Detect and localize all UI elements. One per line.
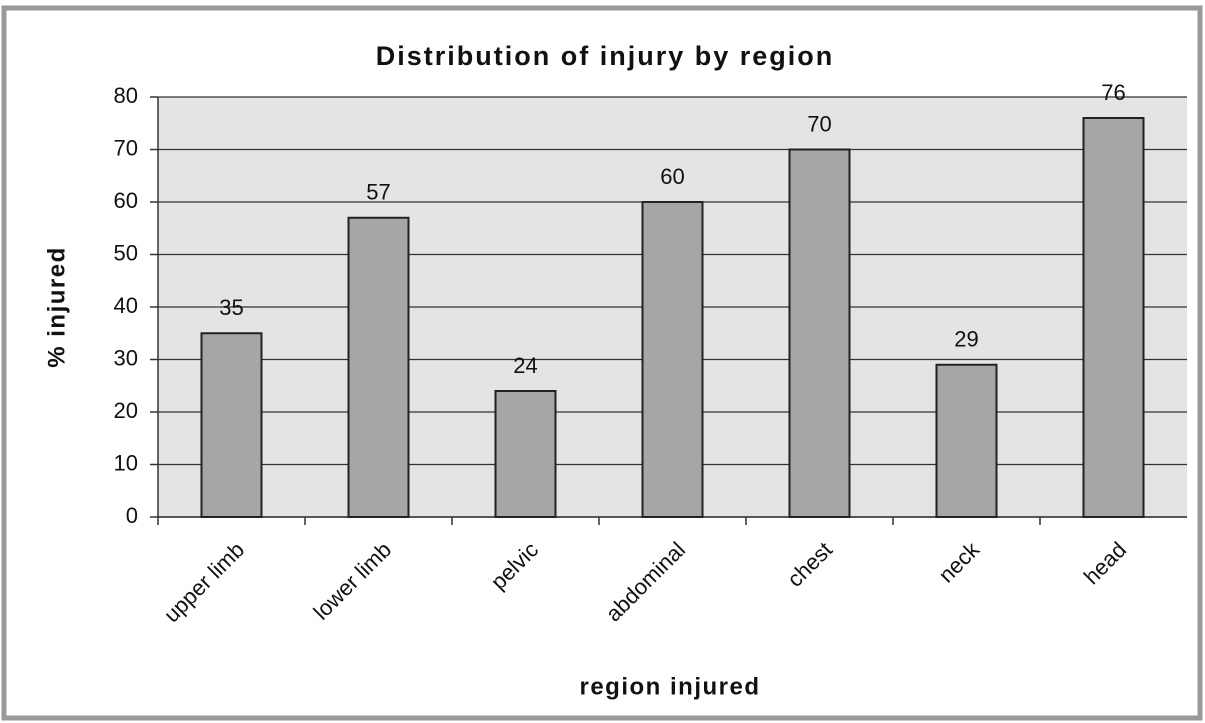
data-label: 29 [954,327,978,352]
y-tick-label: 30 [114,345,138,370]
bar [1082,117,1145,518]
data-label: 57 [366,180,390,205]
data-label: 76 [1101,80,1125,105]
y-tick-label: 60 [114,188,138,213]
chart-title: Distribution of injury by region [376,41,835,71]
y-tick-label: 40 [114,293,138,318]
x-axis-label: region injured [579,673,760,700]
bar [788,148,851,518]
y-tick-label: 10 [114,450,138,475]
y-tick-label: 0 [126,503,138,528]
y-tick-label: 20 [114,398,138,423]
bar [200,332,263,518]
data-label: 70 [807,111,831,136]
y-tick-label: 70 [114,135,138,160]
bar [935,363,998,518]
y-axis-label: % injured [43,246,70,368]
bar [641,201,704,518]
data-label: 24 [513,353,537,378]
y-tick-label: 80 [114,83,138,108]
bar [347,216,410,518]
y-tick-label: 50 [114,240,138,265]
data-label: 35 [219,295,243,320]
bar [494,390,557,518]
data-label: 60 [660,164,684,189]
